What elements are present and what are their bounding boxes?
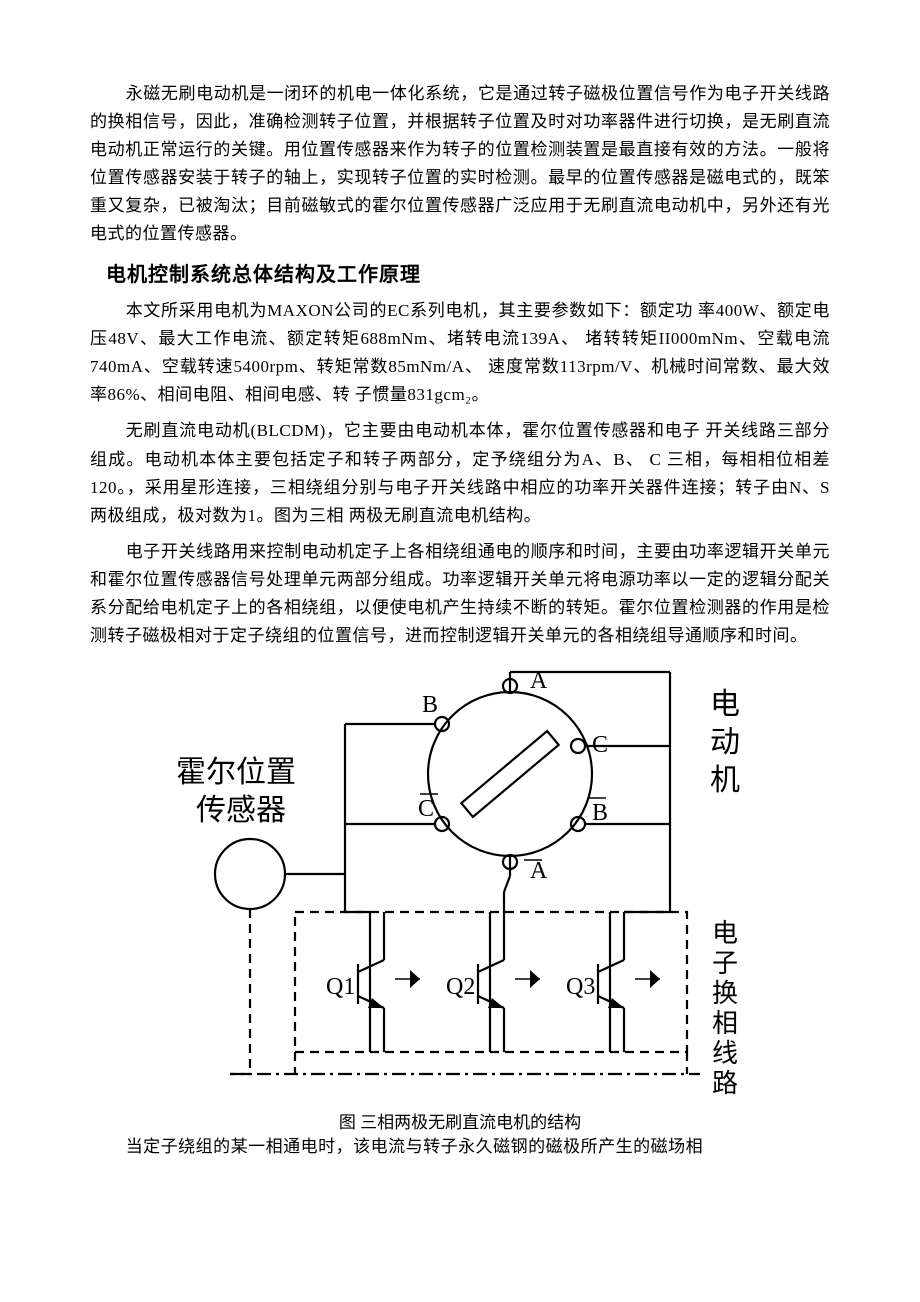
paragraph-4: 电子开关线路用来控制电动机定子上各相绕组通电的顺序和时间，主要由功率逻辑开关单元… — [90, 538, 830, 650]
switch-label-1: 电 — [712, 919, 738, 948]
motor-structure-diagram: A B C C B A 电 动 机 霍尔位置 传感器 — [90, 664, 830, 1104]
section-heading: 电机控制系统总体结构及工作原理 — [90, 258, 830, 287]
q3-label: Q3 — [566, 974, 595, 1000]
switch-label-6: 路 — [712, 1069, 738, 1098]
transistor-q3: Q3 — [566, 912, 660, 1052]
terminal-abar-label: A — [530, 858, 548, 884]
hall-label-2: 传感器 — [196, 794, 286, 827]
figure-caption: 图 三相两极无刷直流电机的结构 — [90, 1108, 830, 1133]
terminal-b-label: B — [422, 692, 438, 718]
paragraph-3: 无刷直流电动机(BLCDM)，它主要由电动机本体，霍尔位置传感器和电子 开关线路… — [90, 417, 830, 529]
q1-label: Q1 — [326, 974, 355, 1000]
terminal-bbar-label: B — [592, 800, 608, 826]
switch-label-2: 子 — [712, 949, 738, 978]
terminal-cbar-label: C — [418, 796, 434, 822]
motor-label-2: 动 — [710, 726, 740, 759]
switch-label-5: 线 — [712, 1039, 738, 1068]
paragraph-2: 本文所采用电机为MAXON公司的EC系列电机，其主要参数如下：额定功 率400W… — [90, 297, 830, 409]
switch-label-3: 换 — [712, 979, 738, 1008]
paragraph-1: 永磁无刷电动机是一闭环的机电一体化系统，它是通过转子磁极位置信号作为电子开关线路… — [90, 80, 830, 248]
switch-label-4: 相 — [712, 1009, 738, 1038]
transistor-q1: Q1 — [326, 912, 420, 1052]
paragraph-5: 当定子绕组的某一相通电时，该电流与转子永久磁钢的磁极所产生的磁场相 — [90, 1133, 830, 1161]
q2-label: Q2 — [446, 974, 475, 1000]
transistor-q2: Q2 — [446, 912, 540, 1052]
motor-label-3: 机 — [710, 764, 740, 797]
motor-label-1: 电 — [710, 688, 740, 721]
hall-label-1: 霍尔位置 — [176, 756, 296, 789]
